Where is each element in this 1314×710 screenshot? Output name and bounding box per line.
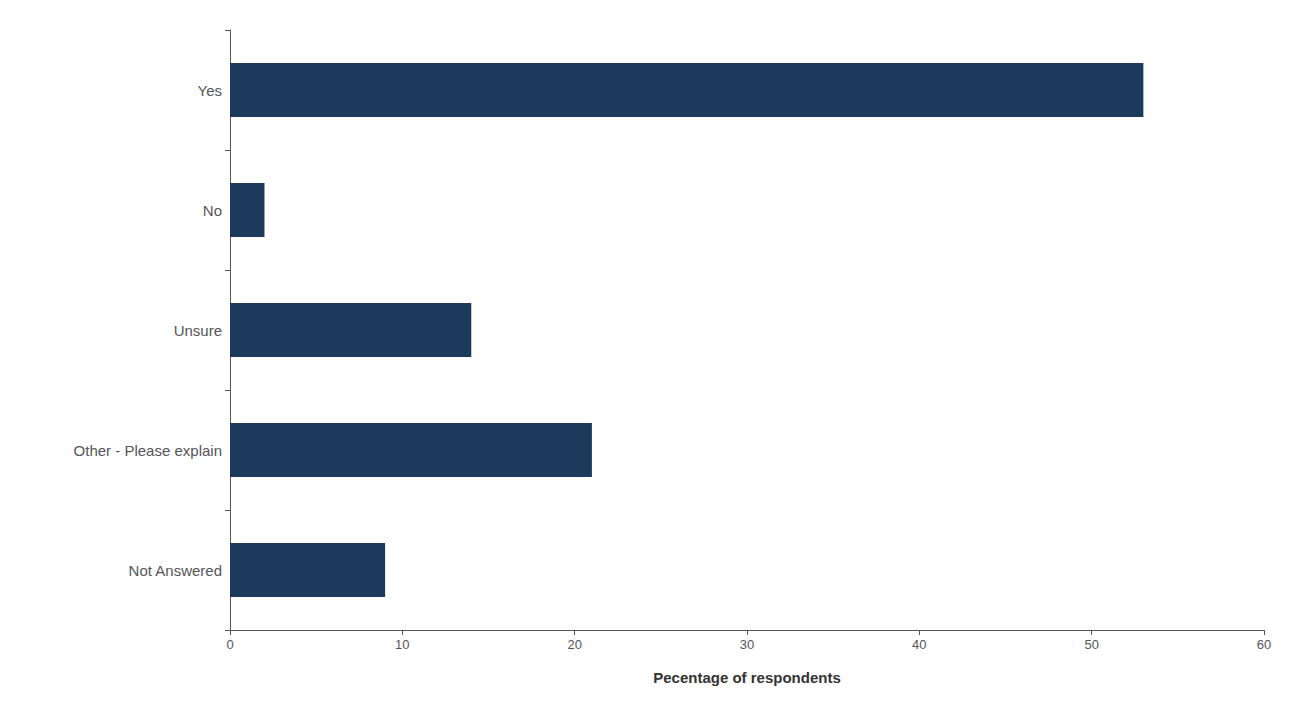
svg-text:Other - Please explain: Other - Please explain xyxy=(74,442,222,459)
svg-text:No: No xyxy=(203,202,222,219)
svg-text:Not Answered: Not Answered xyxy=(129,562,222,579)
svg-text:30: 30 xyxy=(740,637,754,652)
svg-text:Unsure: Unsure xyxy=(174,322,222,339)
svg-text:Yes: Yes xyxy=(198,82,222,99)
svg-text:0: 0 xyxy=(226,637,233,652)
svg-text:10: 10 xyxy=(395,637,409,652)
svg-text:40: 40 xyxy=(912,637,926,652)
svg-text:60: 60 xyxy=(1257,637,1271,652)
svg-text:50: 50 xyxy=(1084,637,1098,652)
svg-text:Pecentage of respondents: Pecentage of respondents xyxy=(653,669,841,686)
svg-text:20: 20 xyxy=(567,637,581,652)
